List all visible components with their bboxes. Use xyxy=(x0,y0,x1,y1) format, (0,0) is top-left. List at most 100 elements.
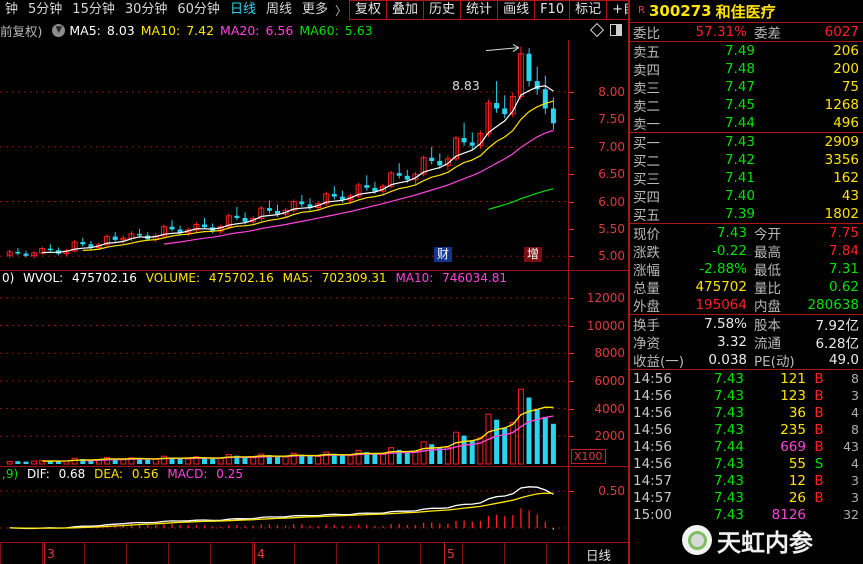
order-book-row[interactable]: 卖二 7.45 1268 xyxy=(630,96,863,115)
volume-axis-tick: 6000 xyxy=(594,373,625,388)
adjust-mode-label: 前复权) xyxy=(0,23,43,39)
trade-price: 7.43 xyxy=(713,472,744,489)
order-volume: 206 xyxy=(833,43,859,59)
volume-label: VOLUME: xyxy=(145,271,201,285)
trade-row[interactable]: 14:57 7.43 12 B 3 xyxy=(630,472,863,489)
order-book-row[interactable]: 买一 7.43 2909 xyxy=(630,133,863,152)
stat-label-right: 内盘 xyxy=(754,299,781,315)
vol-ma5-value: 702309.31 xyxy=(321,271,387,285)
stat-value-left: -0.22 xyxy=(712,243,747,259)
chart-area: 钟 5分钟 15分钟 30分钟 60分钟 日线 周线 更多 〉 复权 叠加 历史… xyxy=(0,0,693,564)
chevron-down-icon[interactable]: ▼ xyxy=(52,23,66,37)
trade-row[interactable]: 14:56 7.44 669 B 43 xyxy=(630,438,863,455)
order-volume: 43 xyxy=(841,188,859,204)
button-f10[interactable]: F10 xyxy=(535,0,571,20)
chevron-right-icon[interactable]: 〉 xyxy=(334,3,347,18)
trade-volume: 8126 xyxy=(771,506,806,523)
axis-tick-mark xyxy=(569,436,574,438)
trade-row[interactable]: 14:56 7.43 55 S 4 xyxy=(630,455,863,472)
stat-value-right: 7.75 xyxy=(828,225,859,241)
trade-row[interactable]: 15:00 7.43 8126 32 xyxy=(630,506,863,523)
button-fuquan[interactable]: 复权 xyxy=(349,0,388,20)
trade-row[interactable]: 14:56 7.43 235 B 8 xyxy=(630,421,863,438)
button-huaxian[interactable]: 画线 xyxy=(498,0,536,20)
order-volume: 162 xyxy=(833,170,859,186)
price-axis-tick: 7.50 xyxy=(598,112,625,127)
stat-value-left: 7.58% xyxy=(704,316,747,332)
order-book-row[interactable]: 买五 7.39 1802 xyxy=(630,205,863,224)
order-book-row[interactable]: 卖一 7.44 496 xyxy=(630,114,863,133)
tag-financial[interactable]: 财 xyxy=(434,247,453,262)
tab-period-30min[interactable]: 30分钟 xyxy=(124,2,168,17)
candlestick-plot[interactable] xyxy=(0,40,568,270)
quote-stat-row: 总量 475702 量比 0.62 xyxy=(630,278,863,297)
stat-value-right: 7.92亿 xyxy=(815,318,859,334)
quote-stat-row: 涨跌 -0.22 最高 7.84 xyxy=(630,242,863,261)
date-tick-minor xyxy=(420,543,421,564)
diamond-icon[interactable] xyxy=(589,22,605,38)
r-mark-icon: R xyxy=(638,5,645,16)
trade-row[interactable]: 14:56 7.43 121 B 8 xyxy=(630,370,863,387)
volume-axis: 12000 10000 8000 6000 4000 2000 X100 xyxy=(568,270,628,466)
order-price: 7.42 xyxy=(724,152,755,168)
quote-stat-row: 外盘 195064 内盘 280638 xyxy=(630,296,863,315)
trade-volume: 669 xyxy=(780,438,806,455)
trade-side: B xyxy=(814,438,824,455)
fundamentals: 换手 7.58% 股本 7.92亿 净资 3.32 流通 6.28亿 收益(一) 0.038 PE(… xyxy=(630,314,863,370)
price-chart-pane: 8.83 财 增 8.00 7.50 7.00 6.50 6.00 5.50 5.00 xyxy=(0,40,628,270)
order-book-row[interactable]: 卖三 7.47 75 xyxy=(630,78,863,97)
button-lishi[interactable]: 历史 xyxy=(424,0,462,20)
date-tick-major xyxy=(444,543,445,564)
dif-value: 0.68 xyxy=(58,467,86,481)
stat-value-left: -2.88% xyxy=(699,261,747,277)
ratio-label: 委比 xyxy=(633,26,660,42)
split-view-icon[interactable] xyxy=(610,24,622,36)
order-book-row[interactable]: 卖四 7.48 200 xyxy=(630,60,863,79)
tab-period-more[interactable]: 更多 xyxy=(301,2,328,17)
order-level-label: 卖四 xyxy=(633,63,660,79)
tab-period-5min[interactable]: 5分钟 xyxy=(28,2,63,17)
trade-row[interactable]: 14:57 7.43 26 B 3 xyxy=(630,489,863,506)
order-ratio-section: 委比 57.31% 委差 6027 xyxy=(630,22,863,42)
order-book-row[interactable]: 买三 7.41 162 xyxy=(630,169,863,188)
trade-row[interactable]: 14:56 7.43 123 B 3 xyxy=(630,387,863,404)
tab-period-15min[interactable]: 15分钟 xyxy=(72,2,115,17)
button-tongji[interactable]: 统计 xyxy=(461,0,499,20)
tab-period-0[interactable]: 钟 xyxy=(5,2,19,17)
macd-prefix: ,9) xyxy=(2,467,19,481)
volume-chart-pane: 0) WVOL: 475702.16 VOLUME: 475702.16 MA5… xyxy=(0,270,628,466)
trade-volume: 235 xyxy=(780,421,806,438)
axis-tick-mark xyxy=(569,408,574,410)
order-ratio-row: 委比 57.31% 委差 6027 xyxy=(630,23,863,42)
order-price: 7.40 xyxy=(724,188,755,204)
date-tick-minor xyxy=(294,543,295,564)
date-tick-major xyxy=(254,543,255,564)
tab-period-weekly[interactable]: 周线 xyxy=(265,2,292,17)
order-book-row[interactable]: 卖五 7.49 206 xyxy=(630,42,863,61)
order-book-row[interactable]: 买二 7.42 3356 xyxy=(630,151,863,170)
tab-period-daily[interactable]: 日线 xyxy=(229,2,256,17)
axis-tick-mark xyxy=(569,174,574,176)
trade-price: 7.44 xyxy=(713,438,744,455)
stat-label-right: 量比 xyxy=(754,281,781,297)
ma10-value: 7.42 xyxy=(186,22,215,38)
trade-side: B xyxy=(814,421,824,438)
stat-label-left: 换手 xyxy=(633,318,660,334)
tab-period-60min[interactable]: 60分钟 xyxy=(177,2,220,17)
trade-row[interactable]: 14:56 7.43 36 B 4 xyxy=(630,404,863,421)
stat-label-right: 今开 xyxy=(754,227,781,243)
date-tick-minor xyxy=(546,543,547,564)
order-book-row[interactable]: 买四 7.40 43 xyxy=(630,187,863,206)
price-axis-tick: 8.00 xyxy=(598,85,625,100)
macd-plot[interactable] xyxy=(0,466,568,542)
volume-multiplier: X100 xyxy=(571,449,606,464)
axis-tick-mark xyxy=(569,353,574,355)
volume-plot[interactable] xyxy=(0,270,568,466)
button-diejia[interactable]: 叠加 xyxy=(387,0,425,20)
tag-increase[interactable]: 增 xyxy=(524,247,543,262)
trade-ticker[interactable]: 14:56 7.43 121 B 8 14:56 7.43 123 B 3 14:56 7.43 36 B… xyxy=(630,369,863,523)
order-price: 7.39 xyxy=(724,206,755,222)
trade-volume: 121 xyxy=(780,370,806,387)
volume-axis-tick: 12000 xyxy=(586,290,625,305)
button-biaoji[interactable]: 标记 xyxy=(570,0,608,20)
